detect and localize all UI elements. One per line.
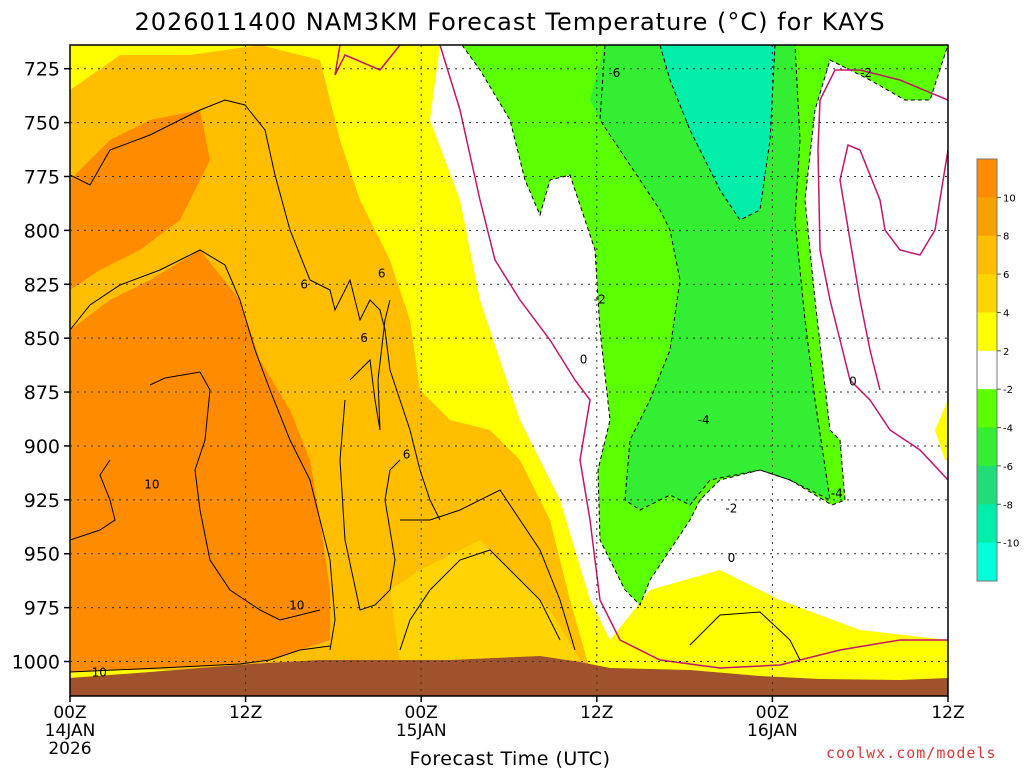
contour-label: -4 [698, 413, 710, 427]
contour-label: 10 [289, 598, 304, 612]
y-tick-label: 775 [24, 166, 60, 188]
x-tick-date: 14JAN [45, 721, 96, 741]
region-right-edge-patch [935, 400, 948, 460]
colorbar-swatch [977, 350, 997, 390]
contour-label: -4 [831, 486, 843, 500]
colorbar-swatch [977, 427, 997, 467]
y-tick-label: 800 [24, 220, 60, 242]
x-tick-label: 12Z [580, 703, 613, 723]
y-tick-label: 925 [24, 490, 60, 512]
colorbar-label: 10 [1003, 193, 1016, 204]
region-warm-inner [70, 110, 210, 290]
contour-solid-warm-7 [339, 399, 401, 611]
colorbar-label: -4 [1003, 424, 1013, 435]
contour-label: 0 [728, 551, 736, 565]
contour-label: 6 [378, 266, 386, 280]
contour-labels: -6 -2 6 6 6 -2 0 0 -4 6 10 -4 -2 0 10 10 [92, 66, 872, 679]
colorbar-swatch [977, 389, 997, 429]
x-tick-date: 16JAN [747, 721, 798, 741]
y-axis: 725 750 775 800 825 850 875 900 925 950 975 1000 [12, 59, 70, 674]
contour-magenta-zero-2 [334, 45, 401, 76]
contour-label: 6 [403, 448, 411, 462]
contour-solid-warm-8 [400, 489, 576, 651]
contour-solid-warm-6 [349, 299, 391, 431]
contour-magenta-zero-3 [817, 69, 948, 481]
contour-magenta-zero-4 [839, 143, 948, 391]
contour-solid-warm-2 [70, 249, 336, 651]
terrain-ground [70, 656, 948, 696]
colorbar-swatch [977, 542, 997, 582]
contour-label: 6 [300, 277, 308, 291]
x-tick-year: 2026 [48, 739, 91, 759]
colorbar: 10 8 6 4 2 -2 -4 -6 -8 -10 [976, 158, 1019, 582]
x-tick-label: 00Z [405, 703, 438, 723]
contour-solid-warm-3 [70, 459, 116, 541]
contour-label: -2 [594, 292, 606, 306]
y-tick-label: 875 [24, 382, 60, 404]
x-tick-label: 00Z [53, 703, 86, 723]
credit-text: coolwx.com/models [826, 744, 997, 762]
colorbar-swatch [977, 159, 997, 198]
y-tick-label: 975 [24, 598, 60, 620]
contour-dashed-cold-1 [461, 45, 948, 606]
colorbar-swatch [977, 465, 997, 505]
region-warm-patch-lower [690, 612, 800, 666]
x-tick-label: 12Z [931, 703, 964, 723]
x-axis-label: Forecast Time (UTC) [410, 748, 611, 768]
colorbar-label: 2 [1003, 347, 1009, 358]
filled-regions [70, 45, 948, 696]
y-tick-label: 825 [24, 274, 60, 296]
contour-label: 0 [580, 353, 588, 367]
contour-solid-warm-10 [689, 611, 801, 661]
contour-dashed-cold-3 [659, 45, 776, 221]
x-tick-date: 15JAN [396, 721, 447, 741]
colorbar-label: 4 [1003, 308, 1009, 319]
y-tick-label: 850 [24, 328, 60, 350]
contour-label: 6 [360, 331, 368, 345]
region-warm-core [70, 250, 330, 672]
contour-solid-warm-1 [70, 99, 441, 521]
colorbar-label: -2 [1003, 385, 1013, 396]
colorbar-label: 8 [1003, 232, 1009, 243]
contour-label: 10 [92, 665, 107, 679]
colorbar-swatch [977, 312, 997, 352]
contour-solid-warm-9 [399, 549, 561, 651]
y-tick-label: 725 [24, 59, 60, 81]
x-tick-label: 12Z [229, 703, 262, 723]
contour-label: 10 [144, 478, 159, 492]
contour-solid-warm-5 [70, 645, 331, 673]
contour-label: -2 [860, 66, 872, 80]
contour-label: -2 [725, 501, 737, 515]
colorbar-label: -6 [1003, 462, 1013, 473]
colorbar-label: -8 [1003, 500, 1013, 511]
colorbar-frame [976, 158, 998, 582]
region-cold-core [590, 45, 830, 510]
colorbar-swatch [977, 504, 997, 544]
colorbar-swatch [977, 235, 997, 275]
region-warm-pocket [390, 540, 580, 664]
y-tick-label: 950 [24, 544, 60, 566]
x-tick-label: 00Z [756, 703, 789, 723]
chart-title: 2026011400 NAM3KM Forecast Temperature (… [134, 8, 885, 36]
colorbar-label: -10 [1003, 539, 1019, 550]
contour-magenta-zero-1 [439, 45, 948, 669]
contour-solid-warm-4 [149, 371, 321, 621]
colorbar-swatch [977, 274, 997, 313]
contour-label: 0 [849, 374, 857, 388]
y-tick-label: 750 [24, 113, 60, 135]
contour-label: -6 [608, 66, 620, 80]
y-tick-label: 900 [24, 436, 60, 458]
colorbar-swatch [977, 197, 997, 237]
y-tick-label: 1000 [12, 652, 60, 674]
colorbar-label: 6 [1003, 270, 1009, 281]
region-cold-coldest [660, 45, 775, 220]
plot-frame [69, 44, 949, 697]
